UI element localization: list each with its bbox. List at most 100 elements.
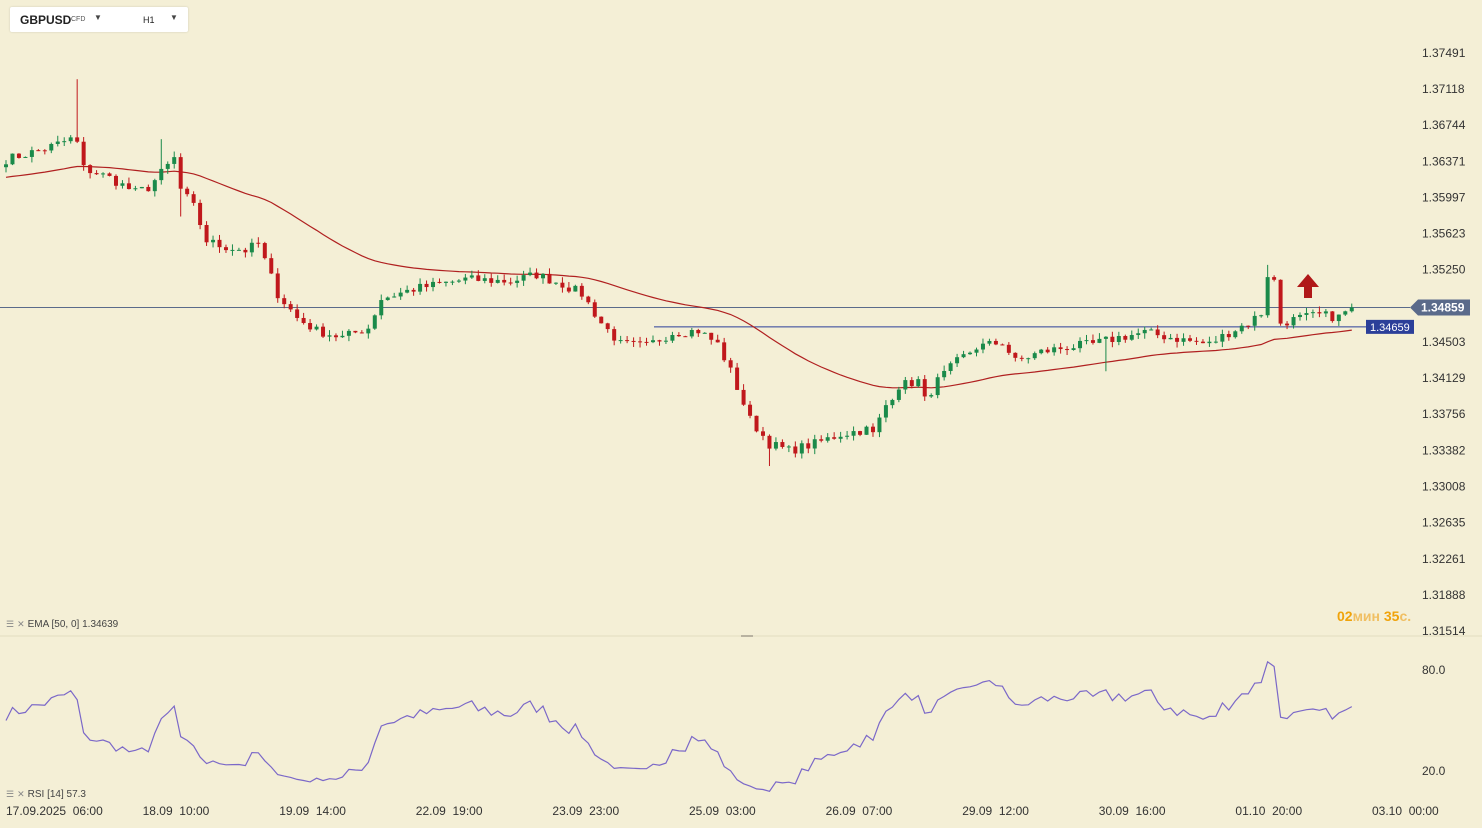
candle bbox=[760, 426, 765, 441]
candle bbox=[987, 338, 992, 346]
candle bbox=[974, 347, 979, 357]
candle bbox=[282, 294, 287, 309]
candle bbox=[715, 334, 720, 343]
candle bbox=[1181, 333, 1186, 346]
candle bbox=[81, 137, 86, 171]
rsi-legend[interactable]: ☰ ✕ RSI [14] 57.3 bbox=[6, 789, 86, 800]
time-tick-label: 18.09 10:00 bbox=[143, 804, 210, 818]
candle bbox=[301, 312, 306, 325]
candle bbox=[858, 430, 863, 437]
candle bbox=[508, 277, 513, 286]
candle bbox=[139, 186, 144, 189]
candle bbox=[146, 184, 151, 192]
candle bbox=[42, 149, 47, 155]
price-tick-label: 1.36371 bbox=[1422, 154, 1466, 168]
candle bbox=[845, 430, 850, 440]
timeframe-label[interactable]: H1 bbox=[143, 15, 155, 25]
candle bbox=[75, 79, 80, 144]
ema-layer bbox=[5, 165, 1352, 389]
candle bbox=[262, 241, 267, 260]
rsi-layer bbox=[5, 660, 1353, 792]
candle bbox=[942, 365, 947, 381]
price-tick-label: 1.32261 bbox=[1422, 552, 1466, 566]
candle bbox=[398, 287, 403, 300]
level-layer bbox=[0, 307, 1410, 328]
candle bbox=[308, 319, 313, 332]
candle bbox=[521, 270, 526, 286]
candle bbox=[113, 174, 118, 190]
candle bbox=[579, 283, 584, 300]
candle bbox=[178, 153, 183, 217]
candle bbox=[295, 304, 300, 322]
candle bbox=[838, 431, 843, 443]
candle bbox=[1310, 309, 1315, 318]
candle bbox=[269, 253, 274, 275]
candle bbox=[1058, 342, 1063, 354]
symbol-selector-bar[interactable]: GBPUSD CFD ▼ H1 ▼ bbox=[10, 7, 188, 32]
candle bbox=[547, 268, 552, 284]
candle bbox=[333, 333, 338, 342]
level-price-label: 1.34659 bbox=[1370, 322, 1410, 334]
candle bbox=[1052, 343, 1057, 356]
candle bbox=[133, 185, 138, 191]
candle bbox=[68, 135, 73, 144]
candle bbox=[702, 332, 707, 334]
candle bbox=[456, 279, 461, 283]
candle bbox=[566, 282, 571, 294]
candle bbox=[1097, 333, 1102, 344]
candle bbox=[735, 362, 740, 390]
candle bbox=[101, 172, 106, 178]
candle-countdown-timer: 02мин 35с. bbox=[1337, 608, 1411, 624]
caret-down-icon[interactable]: ▼ bbox=[94, 13, 102, 22]
candle bbox=[1065, 346, 1070, 356]
ema-line bbox=[5, 165, 1352, 389]
candle bbox=[1259, 314, 1264, 318]
time-tick-label: 01.10 20:00 bbox=[1235, 804, 1302, 818]
candle bbox=[94, 170, 99, 175]
indicator-settings-icon[interactable]: ☰ bbox=[6, 619, 15, 629]
candle bbox=[1136, 328, 1141, 339]
price-tick-label: 1.34503 bbox=[1422, 335, 1466, 349]
candle bbox=[107, 172, 112, 177]
candle bbox=[431, 277, 436, 292]
candle bbox=[1252, 311, 1257, 331]
time-tick-label: 25.09 03:00 bbox=[689, 804, 756, 818]
close-icon[interactable]: ✕ bbox=[17, 619, 25, 629]
candle bbox=[709, 332, 714, 345]
price-tick-label: 1.33756 bbox=[1422, 407, 1466, 421]
rsi-line bbox=[5, 660, 1353, 792]
close-icon[interactable]: ✕ bbox=[17, 789, 25, 799]
candle bbox=[1278, 279, 1283, 326]
candle bbox=[482, 274, 487, 284]
candle bbox=[340, 330, 345, 338]
timer-sec-unit: с. bbox=[1399, 608, 1412, 624]
candle bbox=[1129, 330, 1134, 341]
price-tick-label: 1.33382 bbox=[1422, 443, 1466, 457]
candle bbox=[1349, 303, 1354, 313]
candle bbox=[1317, 306, 1322, 318]
indicator-settings-icon[interactable]: ☰ bbox=[6, 789, 15, 799]
level-price-tag[interactable]: 1.34659 bbox=[1366, 319, 1414, 334]
ema-legend[interactable]: ☰ ✕ EMA [50, 0] 1.34639 bbox=[6, 619, 118, 630]
caret-down-icon[interactable]: ▼ bbox=[170, 13, 178, 22]
candle bbox=[896, 386, 901, 403]
candle bbox=[657, 339, 662, 346]
candle bbox=[748, 400, 753, 419]
candle bbox=[476, 270, 481, 282]
candle bbox=[1103, 336, 1108, 372]
time-tick-label: 19.09 14:00 bbox=[279, 804, 346, 818]
price-tick-label: 1.37491 bbox=[1422, 46, 1466, 60]
rsi-legend-text: RSI [14] 57.3 bbox=[27, 789, 86, 800]
candle bbox=[1246, 325, 1251, 330]
candle bbox=[120, 180, 125, 189]
candle bbox=[922, 375, 927, 401]
candle bbox=[528, 267, 533, 277]
up-arrow-icon bbox=[1297, 274, 1319, 298]
symbol-label[interactable]: GBPUSD bbox=[20, 13, 72, 27]
candle bbox=[1168, 333, 1173, 340]
candle bbox=[1006, 342, 1011, 356]
candle bbox=[1291, 314, 1296, 329]
candle bbox=[437, 278, 442, 284]
candle bbox=[1149, 327, 1154, 331]
